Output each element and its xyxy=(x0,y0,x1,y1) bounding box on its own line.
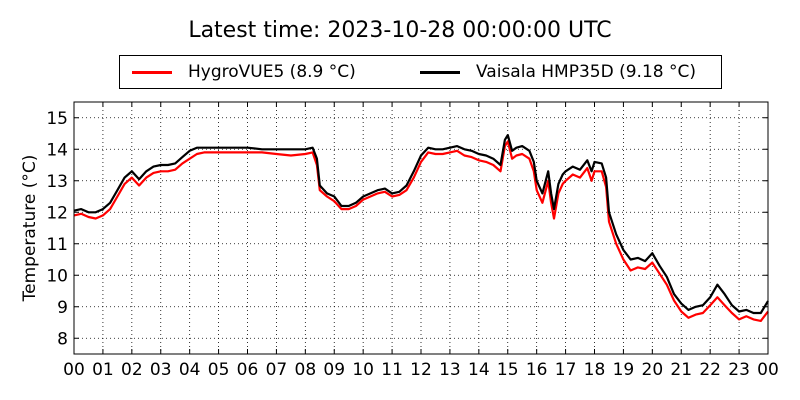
legend-entry-vaisala: Vaisala HMP35D (9.18 °C) xyxy=(420,56,696,88)
x-tick-label: 13 xyxy=(439,360,461,380)
x-tick-label: 02 xyxy=(121,360,143,380)
x-tick-label: 16 xyxy=(526,360,548,380)
x-tick-label: 04 xyxy=(179,360,201,380)
chart-title: Latest time: 2023-10-28 00:00:00 UTC xyxy=(188,18,612,43)
grid-lines xyxy=(74,102,768,354)
x-tick-label: 06 xyxy=(237,360,259,380)
x-tick-label: 23 xyxy=(728,360,750,380)
axis-ticks: 00 01 02 03 04 05 06 07 08 09 10 11 12 13 14 15 16 17 18 19… xyxy=(46,102,779,380)
chart-legend: HygroVUE5 (8.9 °C) Vaisala HMP35D (9.18 … xyxy=(119,55,722,89)
x-tick-label: 14 xyxy=(468,360,490,380)
x-tick-label: 19 xyxy=(613,360,635,380)
y-tick-label: 11 xyxy=(46,235,68,255)
x-tick-label: 09 xyxy=(323,360,345,380)
x-tick-label: 20 xyxy=(642,360,664,380)
x-tick-label: 08 xyxy=(295,360,317,380)
series-line-vaisala xyxy=(73,134,769,315)
plot-frame xyxy=(73,101,769,355)
series-lines xyxy=(73,134,769,322)
y-tick-label: 12 xyxy=(46,203,68,223)
series-line-hygrovue5 xyxy=(73,140,769,322)
y-tick-label: 10 xyxy=(46,266,68,286)
legend-label-hygrovue5: HygroVUE5 (8.9 °C) xyxy=(188,62,356,82)
legend-line-vaisala xyxy=(420,70,460,74)
x-tick-label: 15 xyxy=(497,360,519,380)
legend-label-vaisala: Vaisala HMP35D (9.18 °C) xyxy=(476,62,696,82)
x-tick-label: 12 xyxy=(410,360,432,380)
x-tick-label: 01 xyxy=(92,360,114,380)
x-tick-label: 00 xyxy=(63,360,85,380)
legend-line-hygrovue5 xyxy=(132,70,172,74)
y-tick-label: 15 xyxy=(46,109,68,129)
x-tick-label: 18 xyxy=(584,360,606,380)
y-tick-label: 13 xyxy=(46,172,68,192)
x-tick-label: 00 xyxy=(757,360,779,380)
x-tick-label: 21 xyxy=(670,360,692,380)
x-tick-label: 05 xyxy=(208,360,230,380)
y-tick-label: 9 xyxy=(57,298,68,318)
x-tick-label: 10 xyxy=(352,360,374,380)
x-tick-label: 22 xyxy=(699,360,721,380)
x-tick-label: 03 xyxy=(150,360,172,380)
y-tick-label: 14 xyxy=(46,140,68,160)
x-tick-label: 17 xyxy=(555,360,577,380)
x-tick-label: 11 xyxy=(381,360,403,380)
legend-entry-hygrovue5: HygroVUE5 (8.9 °C) xyxy=(132,56,356,88)
x-tick-label: 07 xyxy=(266,360,288,380)
y-tick-label: 8 xyxy=(57,329,68,349)
